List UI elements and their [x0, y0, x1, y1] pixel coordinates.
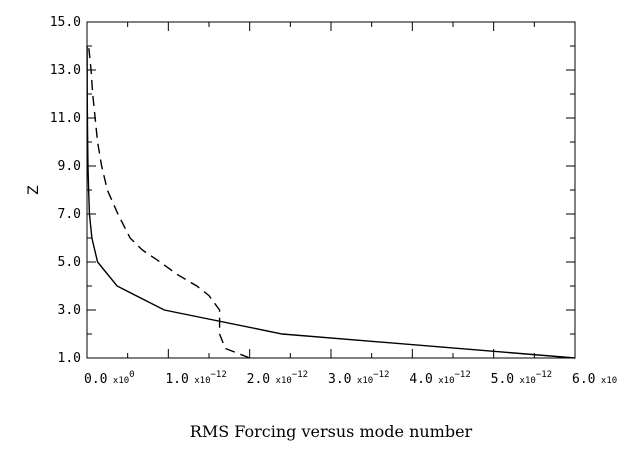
y-tick-label: 13.0 [50, 63, 81, 78]
x-tick-label: 2.0 x10−12 [247, 370, 308, 387]
y-tick-label: 5.0 [58, 255, 81, 270]
x-tick-label: 4.0 x10−12 [409, 370, 470, 387]
axis-ticks [86, 21, 576, 359]
y-tick-labels: 1.0 3.0 5.0 7.0 9.0 11.0 13.0 15.0 [50, 15, 81, 366]
y-tick-label: 11.0 [50, 111, 81, 126]
x-tick-label: 1.0 x10−12 [165, 370, 226, 387]
y-tick-label: 3.0 [58, 303, 81, 318]
x-tick-labels: 0.0 x100 1.0 x10−12 2.0 x10−12 3.0 x10−12 4.… [84, 370, 617, 387]
x-tick-label: 6.0 x10−12 [572, 370, 617, 387]
y-axis-label: Z [26, 185, 42, 195]
x-tick-label: 0.0 x100 [84, 370, 135, 387]
y-tick-label: 15.0 [50, 15, 81, 30]
series-group [86, 45, 576, 359]
y-tick-label: 7.0 [58, 207, 81, 222]
y-tick-label: 9.0 [58, 159, 81, 174]
series-line-1-solid [86, 45, 576, 359]
x-tick-label: 3.0 x10−12 [328, 370, 389, 387]
y-tick-label: 1.0 [58, 351, 81, 366]
series-line-2-dashed [87, 45, 250, 359]
x-tick-label: 5.0 x10−12 [491, 370, 552, 387]
chart-title: RMS Forcing versus mode number [190, 422, 473, 441]
